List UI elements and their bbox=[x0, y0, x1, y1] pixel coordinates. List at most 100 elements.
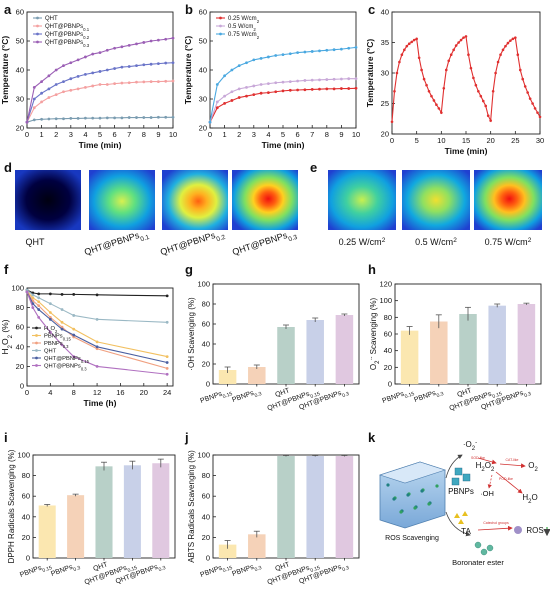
data-point bbox=[259, 83, 263, 86]
data-point bbox=[127, 116, 131, 119]
data-point bbox=[25, 290, 29, 294]
thermal-label: QHT bbox=[26, 237, 46, 247]
thermal-label: 0.25 W/cm2 bbox=[339, 237, 386, 248]
x-tick-label: 10 bbox=[352, 130, 360, 139]
x-tick-label: PBNPs0.15 bbox=[199, 387, 233, 408]
data-point bbox=[120, 81, 124, 85]
data-point bbox=[215, 100, 219, 104]
data-point bbox=[310, 78, 314, 82]
data-point bbox=[347, 77, 351, 81]
data-point bbox=[296, 51, 299, 54]
data-point bbox=[531, 102, 534, 105]
y-axis-label: Temperature (°C) bbox=[183, 36, 193, 105]
x-tick-label: PBNPs0.3 bbox=[413, 387, 444, 407]
data-point bbox=[127, 43, 131, 47]
x-tick-label: 16 bbox=[116, 388, 124, 397]
panel-letter-i: i bbox=[4, 430, 8, 445]
data-point bbox=[259, 57, 263, 60]
data-point bbox=[98, 116, 102, 120]
y-tick-label: 20 bbox=[202, 533, 210, 542]
data-point bbox=[69, 88, 73, 92]
x-tick-label: 4 bbox=[266, 130, 270, 139]
data-point bbox=[165, 355, 169, 358]
data-point bbox=[105, 48, 109, 52]
data-point bbox=[288, 88, 292, 92]
data-point bbox=[449, 53, 453, 56]
legend-label: 0.25 W/cm2 bbox=[228, 16, 260, 24]
y-tick-label: 40 bbox=[16, 342, 24, 351]
data-point bbox=[32, 106, 36, 110]
y-tick-label: 120 bbox=[379, 280, 392, 289]
y-tick-label: 20 bbox=[16, 124, 24, 133]
x-tick-label: 3 bbox=[252, 130, 256, 139]
data-point bbox=[237, 64, 241, 68]
plot-frame bbox=[391, 11, 541, 135]
data-point bbox=[84, 116, 87, 120]
nanoparticle-dot bbox=[427, 502, 431, 506]
data-point bbox=[457, 41, 460, 44]
legend-label: QHT bbox=[44, 349, 57, 355]
data-point bbox=[149, 62, 153, 66]
data-point bbox=[410, 40, 414, 44]
data-point bbox=[113, 116, 116, 120]
data-point bbox=[230, 90, 234, 94]
x-tick-label: PBNPs0.3 bbox=[50, 561, 81, 581]
arrow bbox=[477, 457, 497, 465]
data-point bbox=[135, 80, 138, 84]
data-point bbox=[54, 83, 58, 86]
data-point bbox=[390, 120, 394, 124]
data-point bbox=[425, 83, 428, 87]
data-point bbox=[230, 99, 234, 102]
series-line bbox=[26, 37, 174, 123]
legend-marker bbox=[35, 349, 38, 352]
legend-marker bbox=[36, 24, 39, 28]
data-point bbox=[347, 87, 351, 90]
pod-label: POD-like bbox=[499, 477, 513, 481]
data-point bbox=[296, 88, 299, 92]
data-point bbox=[98, 51, 102, 54]
legend-marker bbox=[219, 16, 222, 20]
data-point bbox=[430, 94, 433, 98]
data-point bbox=[281, 89, 285, 93]
data-point bbox=[472, 76, 475, 80]
data-point bbox=[165, 361, 169, 364]
data-point bbox=[31, 296, 35, 300]
chart-b: 0 1 2 3 4 5 6 7 8 9 10 20 30 40 50 60 Time (min) Temperat… bbox=[183, 8, 360, 151]
nanoparticle-dot bbox=[420, 489, 424, 493]
y-tick-label: 50 bbox=[16, 37, 24, 46]
data-point bbox=[501, 48, 505, 52]
x-tick-label: 1 bbox=[223, 130, 227, 139]
data-point bbox=[481, 99, 485, 103]
pbnps-cube bbox=[462, 473, 471, 482]
data-point bbox=[120, 65, 124, 69]
legend-marker bbox=[35, 326, 38, 330]
legend-marker bbox=[35, 334, 38, 337]
data-point bbox=[332, 87, 336, 91]
data-point bbox=[91, 71, 95, 75]
data-point bbox=[479, 94, 483, 98]
data-point bbox=[91, 84, 95, 88]
data-point bbox=[354, 45, 358, 49]
data-point bbox=[95, 317, 99, 321]
thermal-label: QHT@PBNPs0.3 bbox=[231, 227, 298, 260]
y-tick-label: 30 bbox=[381, 69, 389, 78]
thermal-image bbox=[474, 170, 542, 230]
data-point bbox=[442, 86, 446, 90]
data-point bbox=[69, 77, 73, 81]
y-tick-label: 20 bbox=[199, 124, 207, 133]
data-point bbox=[354, 77, 358, 81]
data-point bbox=[245, 86, 248, 89]
thermal-label: QHT@PBNPs0.2 bbox=[159, 227, 226, 260]
data-point bbox=[165, 372, 169, 376]
legend-label: QHT@PBNPs0.3 bbox=[44, 364, 87, 372]
data-point bbox=[407, 42, 411, 46]
y-tick-label: 60 bbox=[384, 330, 392, 339]
bar bbox=[335, 456, 354, 558]
x-tick-label: 6 bbox=[296, 130, 300, 139]
y-tick-label: 20 bbox=[381, 130, 389, 139]
data-point bbox=[95, 293, 99, 297]
data-point bbox=[405, 44, 409, 48]
arrow bbox=[495, 471, 523, 494]
